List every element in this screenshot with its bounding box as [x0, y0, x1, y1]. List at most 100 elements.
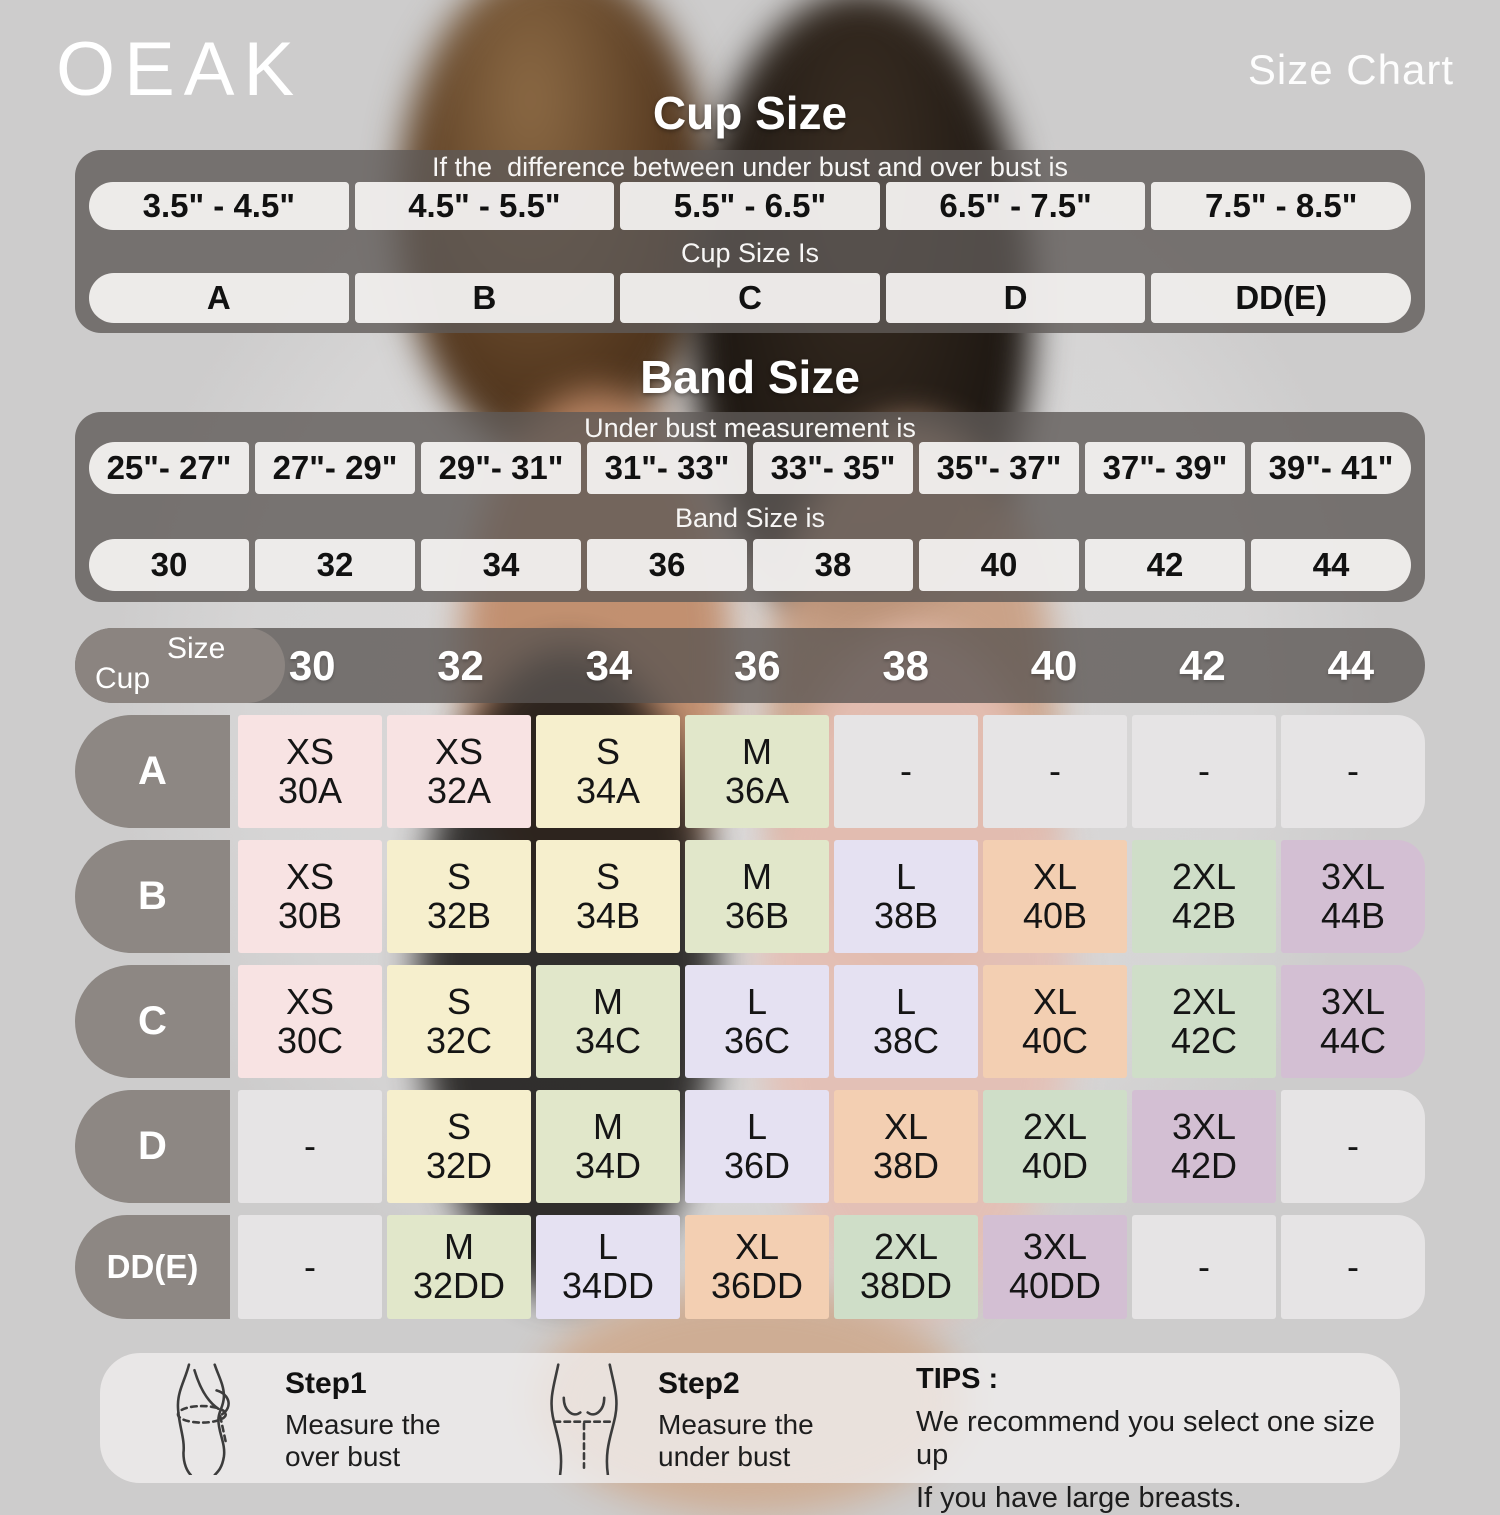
- size-cell: S 32B: [387, 840, 531, 953]
- matrix-header: Size Cup 30 32 34 36 38 40 42 44: [75, 628, 1425, 703]
- step2-title: Step2: [658, 1367, 740, 1400]
- measure-under-bust-icon: [550, 1363, 618, 1475]
- size-cell: S 32D: [387, 1090, 531, 1203]
- size-cell: XL 40C: [983, 965, 1127, 1078]
- size-cell: 2XL 38DD: [834, 1215, 978, 1319]
- band-range-pill: 39"- 41": [1251, 442, 1411, 494]
- cup-size-title: Cup Size: [652, 87, 848, 139]
- size-cell: -: [1132, 715, 1276, 828]
- matrix-row-c: C XS 30C S 32C M 34C L 36C L 38C XL 40C 2XL 42C…: [75, 965, 1425, 1078]
- cup-range-pill: 3.5" - 4.5": [89, 182, 349, 230]
- cup-range-pill: 5.5" - 6.5": [620, 182, 880, 230]
- size-cell: XS 30A: [238, 715, 382, 828]
- size-cell: XL 40B: [983, 840, 1127, 953]
- band-number-pill: 36: [587, 539, 747, 591]
- size-cell: 2XL 42B: [1132, 840, 1276, 953]
- size-cell: -: [1281, 715, 1425, 828]
- step2-desc: Measure the under bust: [658, 1409, 814, 1473]
- band-number-pill: 38: [753, 539, 913, 591]
- band-number-row: 30 32 34 36 38 40 42 44: [89, 539, 1411, 591]
- size-cell: M 34C: [536, 965, 680, 1078]
- column-header: 40: [1030, 641, 1078, 689]
- cup-letter-pill: B: [354, 273, 615, 323]
- band-number-pill: 32: [255, 539, 415, 591]
- band-number-pill: 44: [1251, 539, 1411, 591]
- size-cell: -: [1281, 1215, 1425, 1319]
- matrix-corner-label: Size Cup: [75, 628, 285, 703]
- corner-size-label: Size: [167, 632, 226, 665]
- size-cell: XS 32A: [387, 715, 531, 828]
- size-cell: -: [238, 1215, 382, 1319]
- column-header: 36: [733, 641, 781, 689]
- band-number-pill: 40: [919, 539, 1079, 591]
- cup-letter-row: A B C D DD(E): [89, 273, 1411, 323]
- column-header: 42: [1179, 641, 1226, 689]
- matrix-row-a: A XS 30A XS 32A S 34A M 36A - - - -: [75, 715, 1425, 828]
- size-cell: -: [983, 715, 1127, 828]
- cup-range-row: 3.5" - 4.5" 4.5" - 5.5" 5.5" - 6.5" 6.5"…: [89, 182, 1411, 230]
- row-label: B: [75, 840, 230, 953]
- size-cell: M 36B: [685, 840, 829, 953]
- brand-logo: OEAK: [56, 27, 304, 112]
- measuring-guide-footer: Step1 Measure the over bust Step2 Measur…: [100, 1353, 1400, 1514]
- column-header: 44: [1327, 641, 1375, 689]
- cup-range-pill: 4.5" - 5.5": [354, 182, 615, 230]
- cup-letter-pill: A: [89, 273, 349, 323]
- size-cell: XL 38D: [834, 1090, 978, 1203]
- size-cell: L 38C: [834, 965, 978, 1078]
- band-range-pill: 25"- 27": [89, 442, 249, 494]
- tips-block: TIPS : We recommend you select one size …: [916, 1363, 1400, 1515]
- size-cell: -: [1132, 1215, 1276, 1319]
- matrix-column-headers: 30 32 34 36 38 40 42 44: [238, 628, 1425, 703]
- cup-result-label: Cup Size Is: [680, 238, 820, 268]
- row-label: C: [75, 965, 230, 1078]
- size-cell: S 34A: [536, 715, 680, 828]
- step2-text: Step2 Measure the under bust: [658, 1367, 814, 1473]
- band-number-pill: 30: [89, 539, 249, 591]
- band-range-pill: 27"- 29": [255, 442, 415, 494]
- size-cell: XS 30C: [238, 965, 382, 1078]
- tips-title: TIPS :: [916, 1363, 999, 1395]
- size-cell: M 36A: [685, 715, 829, 828]
- band-result-label: Band Size is: [674, 503, 826, 533]
- size-cell: -: [834, 715, 978, 828]
- size-cell: M 32DD: [387, 1215, 531, 1319]
- cup-letter-pill: C: [620, 273, 880, 323]
- size-cell: 3XL 44B: [1281, 840, 1425, 953]
- column-header: 32: [437, 641, 484, 689]
- size-cell: L 38B: [834, 840, 978, 953]
- row-label: DD(E): [75, 1215, 230, 1319]
- size-cell: L 34DD: [536, 1215, 680, 1319]
- band-range-pill: 29"- 31": [421, 442, 581, 494]
- step1-text: Step1 Measure the over bust: [285, 1367, 441, 1473]
- cup-instruction: If the difference between under bust and…: [432, 152, 1068, 182]
- row-label: A: [75, 715, 230, 828]
- measure-over-bust-icon: [176, 1363, 230, 1475]
- column-header: 34: [585, 641, 633, 689]
- size-cell: 3XL 44C: [1281, 965, 1425, 1078]
- page-title: Size Chart: [1247, 46, 1454, 93]
- size-cell: 3XL 42D: [1132, 1090, 1276, 1203]
- cup-range-pill: 6.5" - 7.5": [885, 182, 1146, 230]
- column-header: 30: [288, 641, 336, 689]
- size-cell: 2XL 42C: [1132, 965, 1276, 1078]
- corner-cup-label: Cup: [95, 662, 151, 695]
- band-instruction: Under bust measurement is: [584, 413, 916, 443]
- matrix-row-dde: DD(E) - M 32DD L 34DD XL 36DD 2XL 38DD 3XL 40…: [75, 1215, 1425, 1319]
- tips-line-1: We recommend you select one size up: [916, 1406, 1375, 1471]
- size-cell: S 32C: [387, 965, 531, 1078]
- size-cell: M 34D: [536, 1090, 680, 1203]
- size-cell: -: [238, 1090, 382, 1203]
- size-cell: XL 36DD: [685, 1215, 829, 1319]
- cup-range-pill: 7.5" - 8.5": [1151, 182, 1411, 230]
- column-header: 38: [882, 641, 930, 689]
- size-cell: -: [1281, 1090, 1425, 1203]
- matrix-row-b: B XS 30B S 32B S 34B M 36B L 38B XL 40B 2XL 42B…: [75, 840, 1425, 953]
- band-range-pill: 35"- 37": [919, 442, 1079, 494]
- size-cell: L 36C: [685, 965, 829, 1078]
- step1-desc: Measure the over bust: [285, 1409, 441, 1473]
- band-number-pill: 34: [421, 539, 581, 591]
- band-size-title: Band Size: [640, 351, 860, 403]
- cup-size-panel: If the difference between under bust and…: [75, 150, 1425, 333]
- tips-line-2: If you have large breasts.: [916, 1482, 1242, 1514]
